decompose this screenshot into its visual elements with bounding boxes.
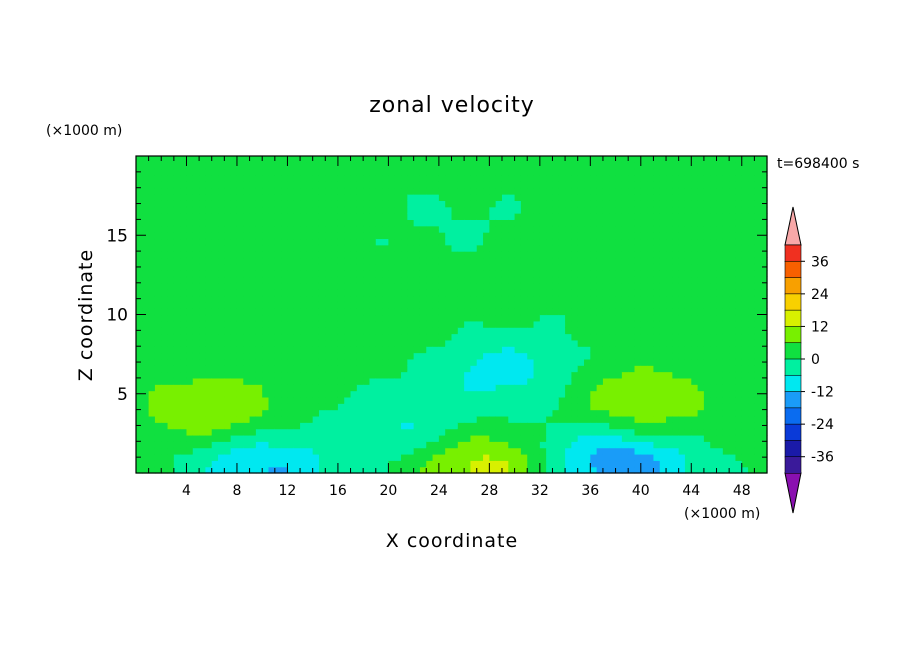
colorbar-band <box>784 260 802 279</box>
colorbar-label: -24 <box>811 417 834 433</box>
x-tick-label: 36 <box>581 483 599 499</box>
x-tick-label: 48 <box>733 483 751 499</box>
y-tick-label: 5 <box>117 385 128 405</box>
x-axis-ticks: 4 8 12 16 20 24 28 32 36 40 44 48 <box>148 156 755 499</box>
colorbar-label: 24 <box>811 287 829 303</box>
y-unit-label: (×1000 m) <box>46 123 122 139</box>
contour-field <box>136 156 768 474</box>
colorbar: 36 24 12 0 -12 -24 -36 <box>784 206 834 514</box>
colorbar-band <box>784 309 802 328</box>
y-tick-label: 10 <box>106 306 128 326</box>
x-tick-label: 12 <box>279 483 297 499</box>
y-axis-title: Z coordinate <box>75 249 97 381</box>
colorbar-band <box>784 326 802 344</box>
x-tick-label: 24 <box>430 483 448 499</box>
x-tick-label: 32 <box>531 483 549 499</box>
x-tick-label: 16 <box>329 483 347 499</box>
colorbar-band <box>784 391 802 409</box>
colorbar-over-arrow <box>784 206 802 246</box>
colorbar-band <box>784 277 802 295</box>
colorbar-band <box>784 374 802 393</box>
colorbar-band <box>784 293 802 311</box>
colorbar-label: -36 <box>811 450 834 466</box>
x-tick-label: 28 <box>480 483 498 499</box>
x-axis-title: X coordinate <box>386 530 518 552</box>
colorbar-label: 36 <box>811 254 829 270</box>
x-tick-label: 4 <box>182 483 191 499</box>
colorbar-band <box>784 407 802 425</box>
colorbar-under-arrow <box>784 472 802 514</box>
colorbar-label: -12 <box>811 385 834 401</box>
x-unit-label: (×1000 m) <box>684 506 760 522</box>
colorbar-band <box>784 440 802 458</box>
time-label: t=698400 s <box>777 156 859 172</box>
colorbar-band <box>784 423 802 442</box>
x-tick-label: 44 <box>682 483 700 499</box>
x-tick-label: 40 <box>632 483 650 499</box>
y-axis-ticks: 5 10 15 <box>106 171 767 458</box>
chart-title: zonal velocity <box>369 93 535 118</box>
x-tick-label: 20 <box>379 483 397 499</box>
colorbar-band <box>784 358 802 376</box>
colorbar-label: 0 <box>811 352 820 368</box>
colorbar-band <box>784 456 802 474</box>
y-tick-label: 15 <box>106 226 128 246</box>
colorbar-label: 12 <box>811 319 829 335</box>
x-tick-label: 8 <box>232 483 241 499</box>
colorbar-band <box>784 244 802 262</box>
colorbar-band <box>784 342 802 360</box>
